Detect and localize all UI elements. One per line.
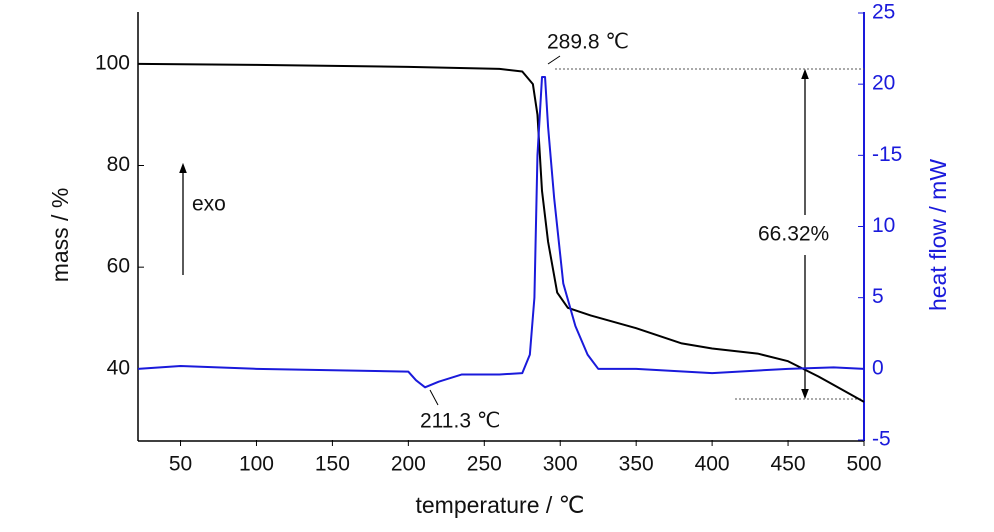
- x-tick-label: 150: [315, 453, 350, 476]
- y2-tick-label: -15: [872, 143, 902, 166]
- y2-axis-label: heat flow / mW: [925, 159, 951, 311]
- y-tick-label: 80: [107, 153, 130, 176]
- y2-tick-label: -5: [872, 428, 891, 451]
- x-tick-label: 450: [771, 453, 806, 476]
- x-axis-label: temperature / ℃: [415, 492, 584, 518]
- annotation: 66.32%: [758, 223, 829, 246]
- y-tick-label: 60: [107, 255, 130, 278]
- leader: [547, 55, 561, 65]
- annotation: exo: [192, 193, 226, 216]
- y2-tick-label: 0: [872, 356, 884, 379]
- x-tick-label: 200: [391, 453, 426, 476]
- y2-tick-label: 5: [872, 285, 884, 308]
- y2-tick-label: 25: [872, 1, 895, 24]
- x-tick-label: 300: [543, 453, 578, 476]
- leader: [429, 389, 439, 406]
- x-tick-label: 250: [467, 453, 502, 476]
- annotation: 289.8 ℃: [547, 31, 629, 54]
- series-line: [137, 62, 865, 403]
- x-tick-label: 350: [619, 453, 654, 476]
- series-line: [137, 76, 865, 389]
- y-tick-label: 40: [107, 356, 130, 379]
- x-tick-label: 500: [846, 453, 881, 476]
- x-tick-label: 50: [169, 453, 192, 476]
- annotation: 211.3 ℃: [420, 410, 500, 433]
- x-tick-label: 100: [239, 453, 274, 476]
- y-axis-label: mass / %: [47, 188, 73, 283]
- x-tick-label: 400: [695, 453, 730, 476]
- y-tick-label: 100: [95, 51, 130, 74]
- y2-tick-label: 20: [872, 72, 895, 95]
- y2-tick-label: 10: [872, 214, 895, 237]
